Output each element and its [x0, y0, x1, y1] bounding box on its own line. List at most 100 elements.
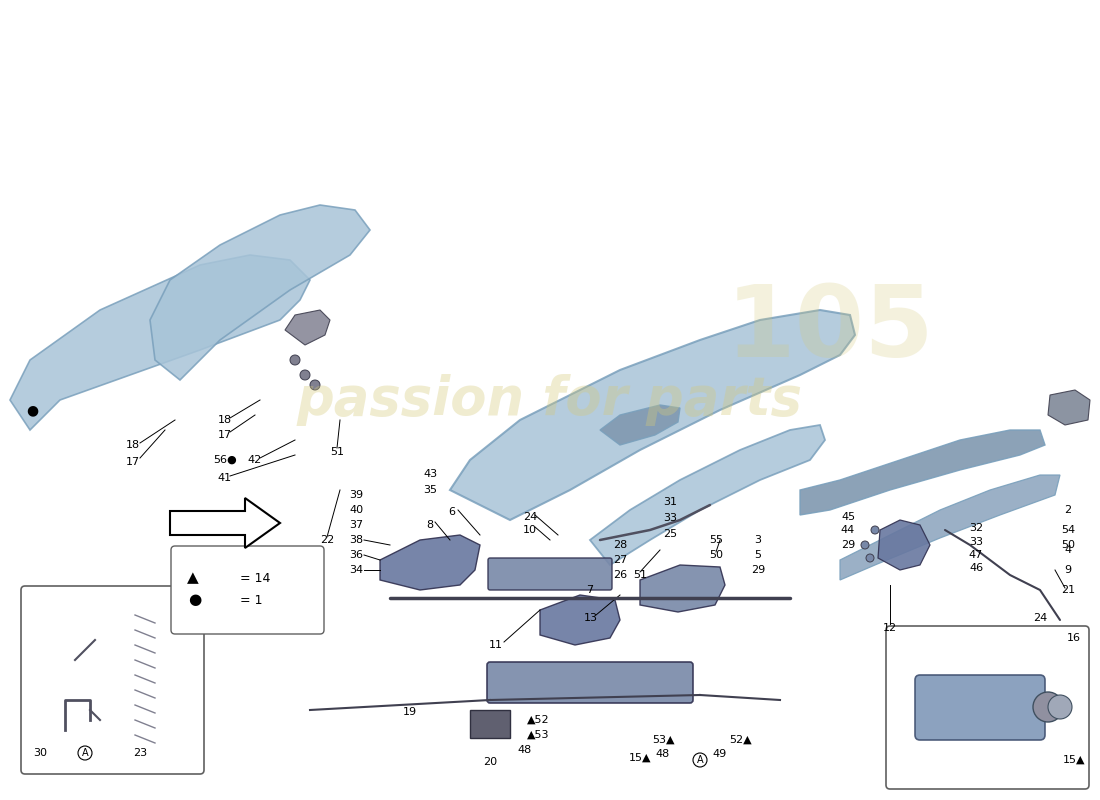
Text: 40: 40	[349, 505, 363, 515]
Text: 17: 17	[125, 457, 140, 467]
Text: 3: 3	[755, 535, 761, 545]
Polygon shape	[590, 425, 825, 565]
Bar	[470, 710, 510, 738]
Text: 50: 50	[710, 550, 723, 560]
Text: 12: 12	[883, 623, 898, 633]
Text: 29: 29	[840, 540, 855, 550]
Text: 48: 48	[656, 749, 670, 759]
Text: 2: 2	[1065, 505, 1071, 515]
FancyBboxPatch shape	[487, 662, 693, 703]
Text: 35: 35	[424, 485, 437, 495]
Polygon shape	[379, 535, 480, 590]
Circle shape	[310, 380, 320, 390]
Text: 34: 34	[349, 565, 363, 575]
Text: ●: ●	[188, 593, 201, 607]
Text: 46: 46	[969, 563, 983, 573]
Text: 52▲: 52▲	[728, 735, 751, 745]
Text: 43: 43	[422, 469, 437, 479]
Polygon shape	[450, 310, 855, 520]
Polygon shape	[540, 595, 620, 645]
Polygon shape	[878, 520, 930, 570]
Text: 45: 45	[840, 512, 855, 522]
Text: 16: 16	[1067, 633, 1081, 643]
Circle shape	[1033, 692, 1063, 722]
FancyBboxPatch shape	[21, 586, 204, 774]
Circle shape	[1048, 695, 1072, 719]
Text: 38: 38	[349, 535, 363, 545]
Text: ▲52: ▲52	[527, 715, 549, 725]
Text: 26: 26	[613, 570, 627, 580]
Text: 8: 8	[427, 520, 433, 530]
Text: 5: 5	[755, 550, 761, 560]
Polygon shape	[640, 565, 725, 612]
Polygon shape	[285, 310, 330, 345]
Text: 51: 51	[330, 447, 344, 457]
Text: 9: 9	[1065, 565, 1071, 575]
Text: 48: 48	[518, 745, 532, 755]
Text: 31: 31	[663, 497, 676, 507]
Text: 21: 21	[1060, 585, 1075, 595]
Text: 33: 33	[969, 537, 983, 547]
Text: 29: 29	[751, 565, 766, 575]
Text: A: A	[81, 748, 88, 758]
Polygon shape	[10, 255, 310, 430]
Text: 25: 25	[663, 529, 678, 539]
Text: 10: 10	[522, 525, 537, 535]
Text: 15▲: 15▲	[1063, 755, 1086, 765]
Text: ●: ●	[26, 403, 39, 417]
Polygon shape	[800, 430, 1045, 515]
Text: 42: 42	[248, 455, 262, 465]
Text: 17: 17	[218, 430, 232, 440]
Text: 4: 4	[1065, 545, 1071, 555]
Text: 22: 22	[320, 535, 334, 545]
Text: ▲: ▲	[187, 570, 199, 586]
Circle shape	[861, 541, 869, 549]
Text: 19: 19	[403, 707, 417, 717]
Text: 24: 24	[1033, 613, 1047, 623]
Text: 51: 51	[632, 570, 647, 580]
Text: 32: 32	[969, 523, 983, 533]
Text: 23: 23	[133, 748, 147, 758]
Text: 49: 49	[713, 749, 727, 759]
Text: 30: 30	[33, 748, 47, 758]
Text: 39: 39	[349, 490, 363, 500]
Polygon shape	[150, 205, 370, 380]
Text: = 14: = 14	[240, 571, 271, 585]
Text: 18: 18	[218, 415, 232, 425]
FancyBboxPatch shape	[886, 626, 1089, 789]
Text: 24: 24	[522, 512, 537, 522]
Circle shape	[300, 370, 310, 380]
FancyBboxPatch shape	[915, 675, 1045, 740]
Text: 11: 11	[490, 640, 503, 650]
Text: 50: 50	[1062, 540, 1075, 550]
Text: 105: 105	[726, 282, 934, 378]
Text: 55: 55	[710, 535, 723, 545]
FancyBboxPatch shape	[488, 558, 612, 590]
Text: 53▲: 53▲	[651, 735, 674, 745]
Text: 37: 37	[349, 520, 363, 530]
Text: 33: 33	[663, 513, 676, 523]
Polygon shape	[600, 405, 680, 445]
Circle shape	[871, 526, 879, 534]
Text: ▲53: ▲53	[527, 730, 549, 740]
Text: 7: 7	[586, 585, 594, 595]
Text: 56●: 56●	[213, 455, 236, 465]
Text: 13: 13	[584, 613, 598, 623]
Text: 6: 6	[449, 507, 455, 517]
Text: 47: 47	[969, 550, 983, 560]
Text: 27: 27	[613, 555, 627, 565]
Text: 28: 28	[613, 540, 627, 550]
Text: 44: 44	[840, 525, 855, 535]
Polygon shape	[170, 498, 280, 548]
Text: 20: 20	[483, 757, 497, 767]
Text: = 1: = 1	[240, 594, 263, 606]
Polygon shape	[1048, 390, 1090, 425]
Text: passion for parts: passion for parts	[297, 374, 803, 426]
Text: 54: 54	[1060, 525, 1075, 535]
Circle shape	[290, 355, 300, 365]
Circle shape	[866, 554, 874, 562]
Text: A: A	[696, 755, 703, 765]
Polygon shape	[840, 475, 1060, 580]
Text: 18: 18	[125, 440, 140, 450]
Text: 36: 36	[349, 550, 363, 560]
